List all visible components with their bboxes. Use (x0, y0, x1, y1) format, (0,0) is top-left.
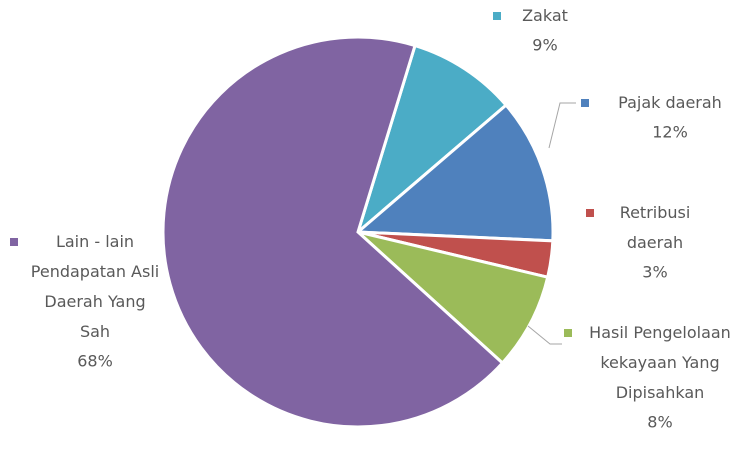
legend-marker (586, 209, 594, 217)
data-label: 9% (532, 36, 557, 55)
pie-slice (354, 102, 555, 243)
label-line: Daerah Yang (44, 292, 145, 311)
data-label: 12% (652, 123, 688, 142)
leader-line (548, 102, 576, 149)
legend-marker (10, 238, 18, 246)
label-line: Dipisahkan (616, 383, 705, 402)
legend-label: Hasil Pengelolaan kekayaan Yang Dipisahkan (589, 323, 731, 402)
data-label: 8% (647, 413, 672, 432)
legend-label: Lain - lain Pendapatan Asli Daerah Yang Sah (31, 232, 159, 341)
label-line: Hasil Pengelolaan (589, 323, 731, 342)
legend-marker (581, 99, 589, 107)
label-line: Zakat (522, 6, 568, 25)
label-line: Retribusi (620, 203, 691, 222)
pie-slice (355, 43, 509, 237)
pie-slice (161, 35, 505, 429)
data-label: 3% (642, 263, 667, 282)
data-label: 68% (77, 352, 113, 371)
label-line: daerah (627, 233, 683, 252)
legend-label: Pajak daerah (618, 93, 722, 112)
legend-label: Zakat (522, 6, 568, 25)
label-line: kekayaan Yang (600, 353, 719, 372)
legend-marker (493, 12, 501, 20)
label-line: Lain - lain (56, 232, 134, 251)
label-line: Sah (80, 322, 110, 341)
legend-marker (564, 329, 572, 337)
label-line: Pendapatan Asli (31, 262, 159, 281)
legend-label: Retribusi daerah (620, 203, 691, 252)
pie-slice (356, 230, 550, 366)
label-line: Pajak daerah (618, 93, 722, 112)
leader-line (527, 325, 562, 345)
